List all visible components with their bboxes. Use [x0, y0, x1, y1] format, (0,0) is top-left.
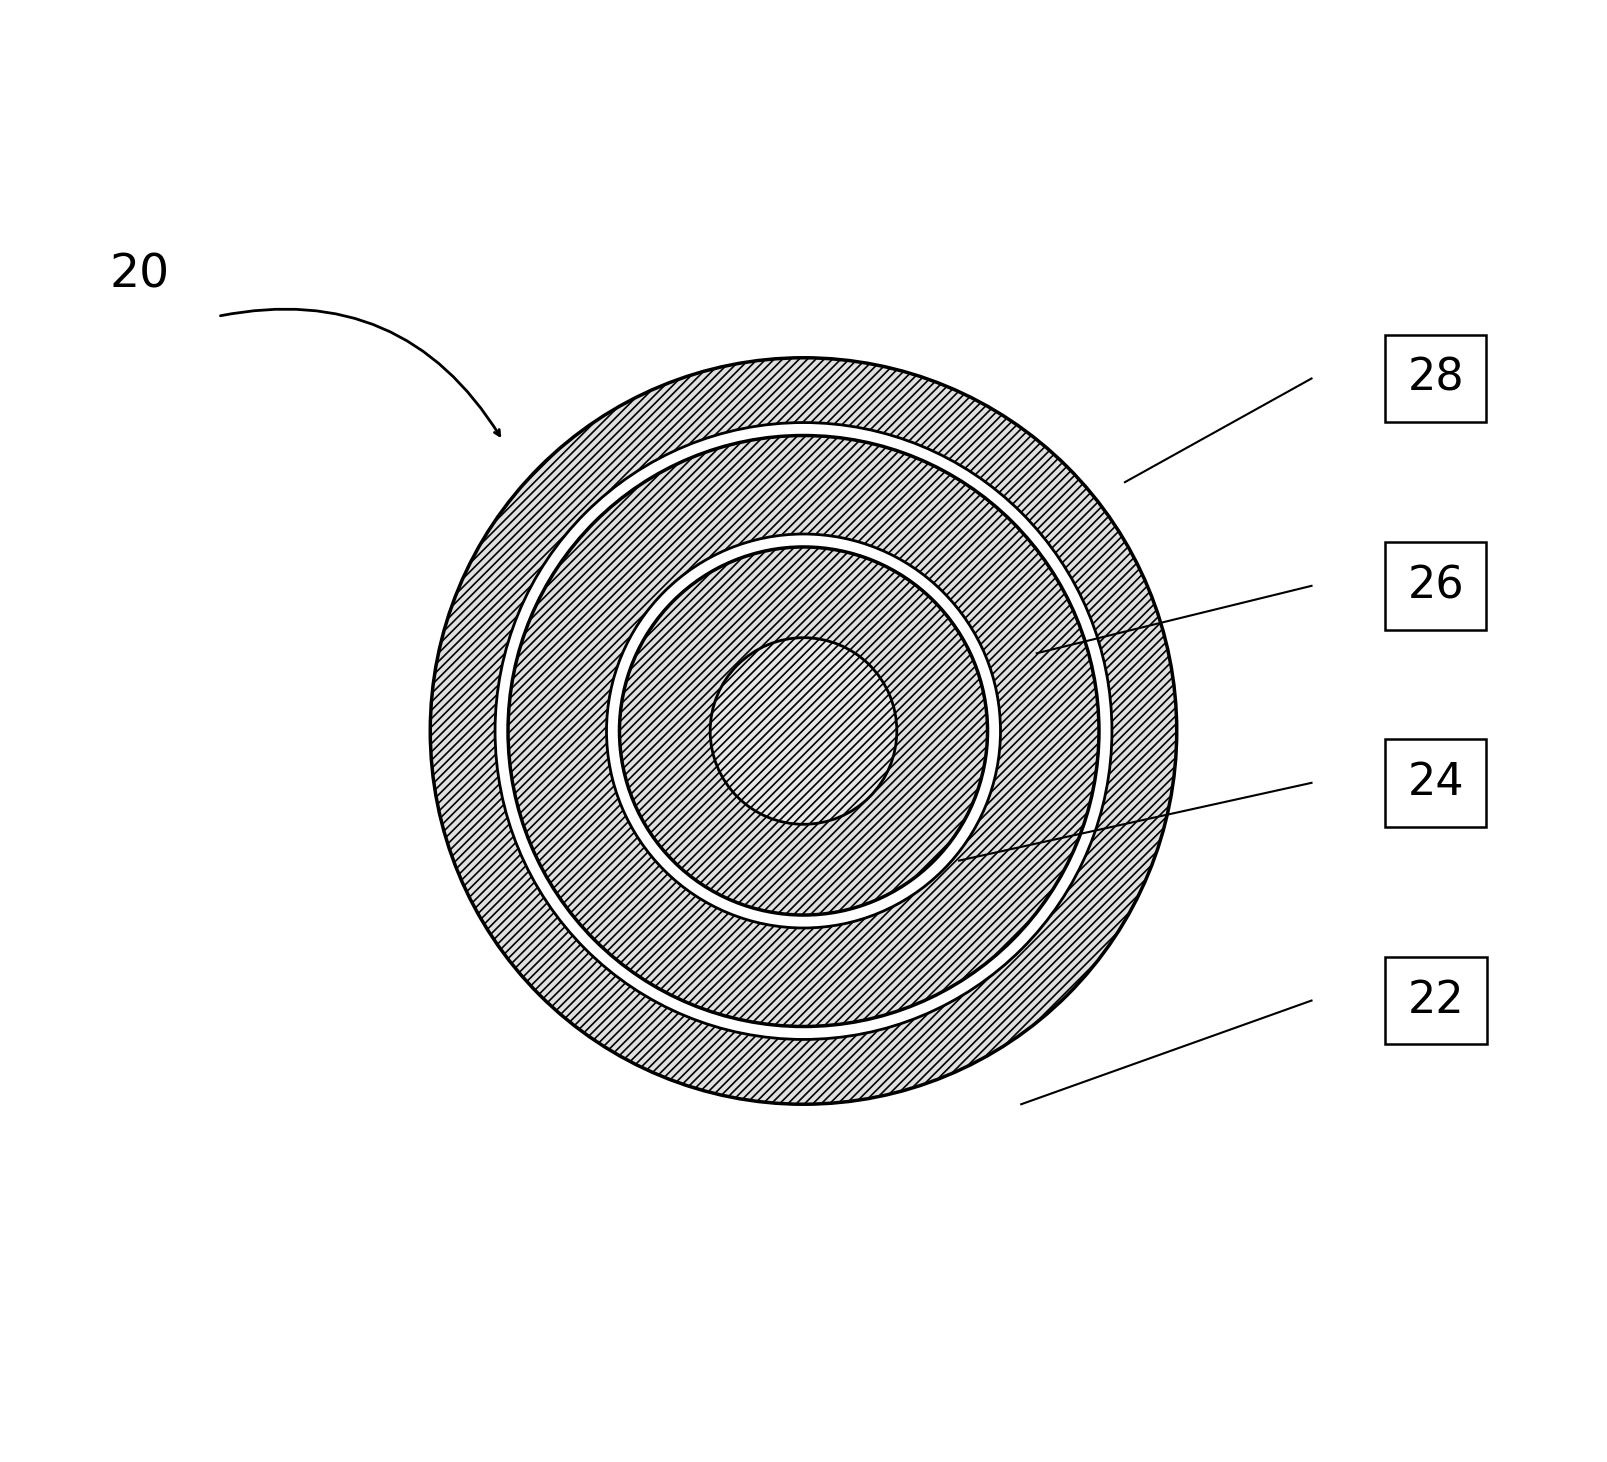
Text: 24: 24	[1408, 762, 1464, 804]
Circle shape	[710, 637, 897, 825]
Circle shape	[495, 423, 1112, 1039]
Circle shape	[606, 534, 1001, 928]
Text: 26: 26	[1408, 564, 1464, 607]
Circle shape	[508, 436, 1099, 1026]
Text: 22: 22	[1408, 980, 1464, 1022]
Text: 20: 20	[109, 253, 170, 297]
Circle shape	[619, 547, 988, 915]
Text: 28: 28	[1408, 357, 1464, 401]
Circle shape	[431, 358, 1176, 1104]
